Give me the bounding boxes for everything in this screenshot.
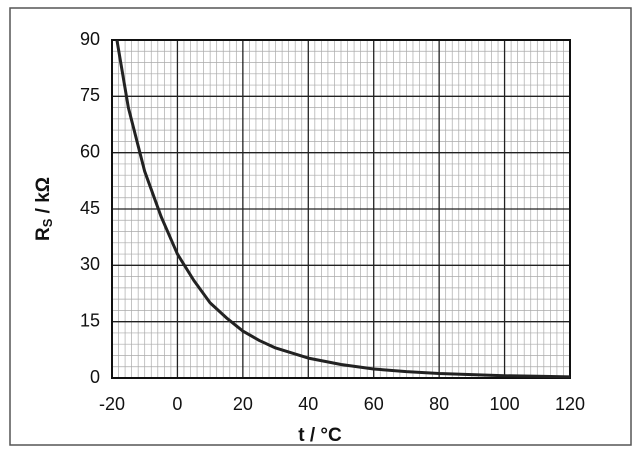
y-tick-label: 0: [90, 367, 100, 387]
x-tick-label: 0: [172, 394, 182, 414]
y-tick-label: 45: [80, 198, 100, 218]
y-tick-label: 15: [80, 310, 100, 330]
x-axis-label: t / °C: [298, 425, 342, 446]
x-tick-label: 60: [364, 394, 384, 414]
x-tick-label: -20: [99, 394, 125, 414]
plot-border: [111, 39, 571, 379]
x-tick-label: 100: [490, 394, 520, 414]
x-tick-label: 80: [429, 394, 449, 414]
y-label-main: R: [33, 227, 54, 241]
x-tick-label: 40: [298, 394, 318, 414]
y-tick-label: 90: [80, 29, 100, 49]
y-label-sub: S: [40, 218, 55, 227]
y-tick-label: 30: [80, 254, 100, 274]
y-label-rest: / kΩ: [33, 177, 54, 219]
y-tick-label: 75: [80, 85, 100, 105]
x-tick-label: 20: [233, 394, 253, 414]
y-axis-label: RS / kΩ: [33, 177, 55, 241]
frame: [9, 7, 632, 446]
x-tick-label: 120: [555, 394, 585, 414]
curve: [115, 39, 571, 379]
y-tick-label: 60: [80, 141, 100, 161]
